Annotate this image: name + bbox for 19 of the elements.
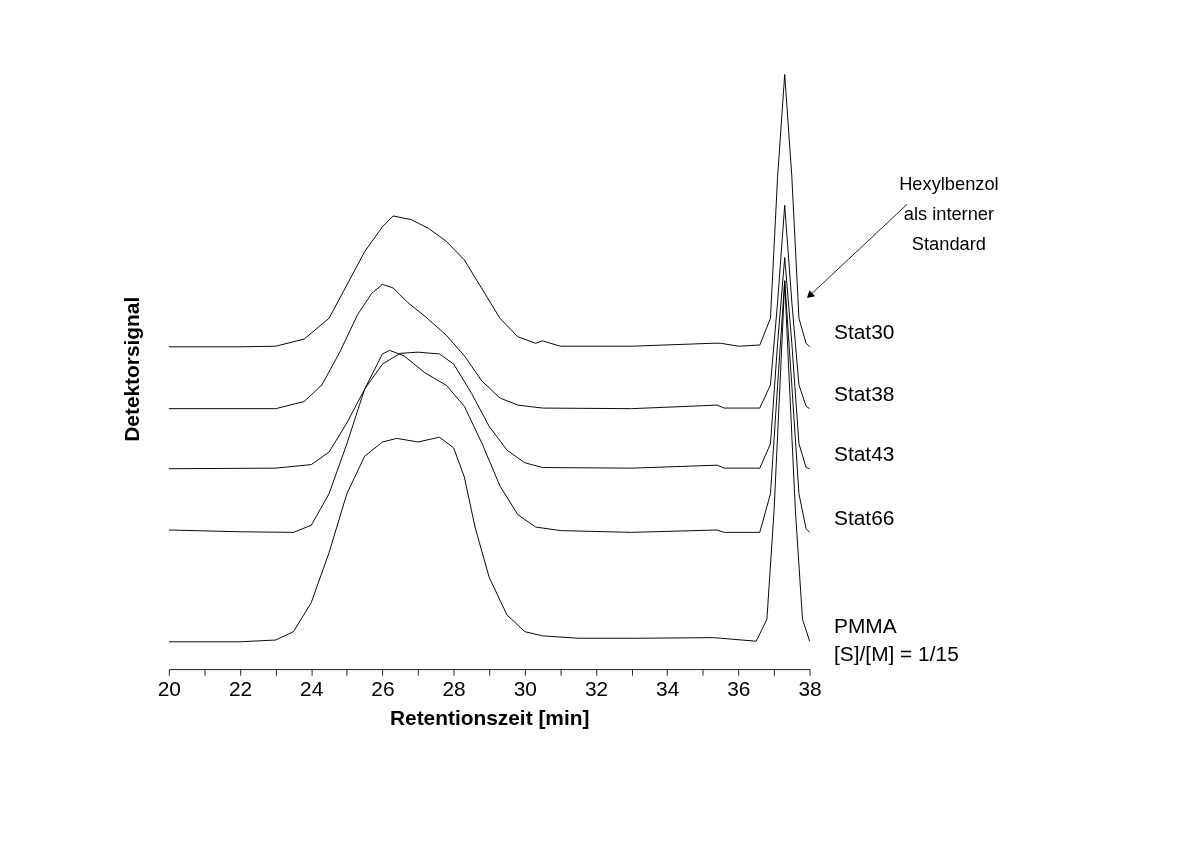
series-label: Stat38 bbox=[834, 381, 895, 405]
series-label: Stat43 bbox=[834, 441, 895, 465]
x-tick-label: 34 bbox=[656, 676, 680, 700]
x-tick-label: 32 bbox=[584, 676, 609, 700]
x-tick-label: 24 bbox=[300, 676, 324, 700]
annotation: Hexylbenzol als interner Standard bbox=[899, 173, 999, 254]
x-tick-label: 36 bbox=[727, 676, 751, 700]
text: [S]/[M] = 1/15 bbox=[834, 642, 959, 666]
x-axis-title: Retentionszeit [min] bbox=[389, 706, 590, 730]
x-tick-label: 22 bbox=[228, 676, 253, 700]
x-tick-label: 28 bbox=[442, 676, 466, 700]
x-tick-label: 38 bbox=[798, 676, 822, 700]
x-tick-label: 30 bbox=[513, 676, 537, 700]
x-tick-label: 20 bbox=[157, 676, 181, 700]
series-label: Stat66 bbox=[834, 505, 895, 529]
series-label: PMMA bbox=[834, 614, 897, 638]
y-axis-title: Detektorsignal bbox=[119, 296, 143, 442]
series-label: Stat30 bbox=[834, 319, 895, 343]
x-tick-label: 26 bbox=[371, 676, 395, 700]
